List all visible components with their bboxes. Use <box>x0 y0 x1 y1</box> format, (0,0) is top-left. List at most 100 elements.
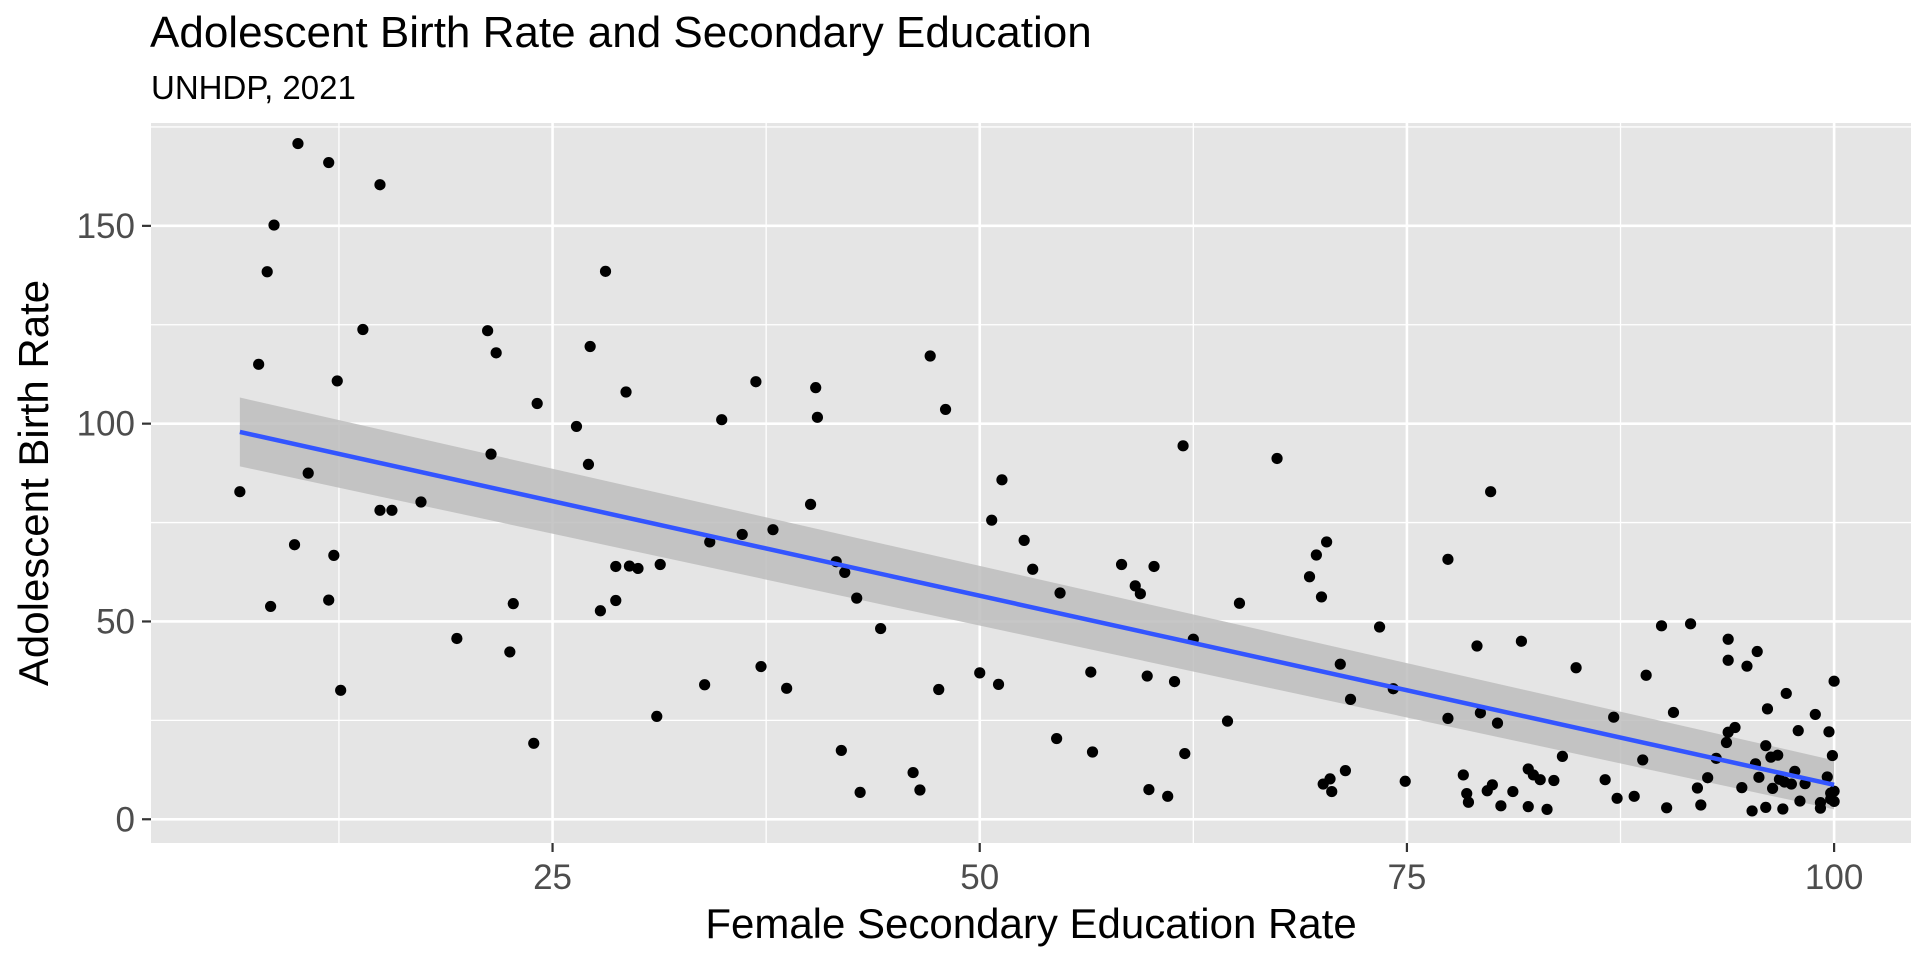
data-point <box>1085 666 1097 678</box>
data-point <box>1054 587 1066 599</box>
data-point <box>1221 715 1234 727</box>
data-point <box>1373 621 1386 633</box>
data-point <box>261 266 273 278</box>
data-point <box>1772 749 1784 761</box>
data-point <box>933 683 945 696</box>
data-point <box>1736 782 1748 794</box>
data-point <box>1570 662 1582 674</box>
data-point <box>1168 675 1181 688</box>
data-point <box>632 562 644 575</box>
data-point <box>357 323 369 336</box>
data-point <box>323 594 335 606</box>
data-point <box>1761 703 1774 715</box>
data-point <box>1760 801 1772 813</box>
data-point <box>1495 800 1507 812</box>
data-point <box>1115 558 1128 571</box>
data-point <box>1637 754 1649 766</box>
data-point <box>1753 771 1765 783</box>
data-point <box>623 560 636 572</box>
data-point <box>234 486 246 498</box>
data-point <box>1828 785 1840 797</box>
data-point <box>1148 560 1160 573</box>
data-point <box>620 386 632 398</box>
data-point <box>1751 645 1763 658</box>
data-point <box>1541 803 1553 815</box>
data-point <box>1722 633 1734 645</box>
y-tick-label: 0 <box>116 800 135 839</box>
data-point <box>374 179 386 191</box>
data-point <box>1324 773 1336 785</box>
data-point <box>531 397 543 410</box>
data-point <box>907 766 919 779</box>
y-tick-label: 50 <box>96 602 135 641</box>
data-point <box>265 600 277 613</box>
data-point <box>1442 553 1454 565</box>
data-point <box>1729 721 1741 734</box>
data-point <box>1485 486 1497 498</box>
data-point <box>482 325 494 337</box>
confidence-band <box>239 397 1835 810</box>
data-point <box>1233 597 1246 609</box>
data-point <box>1611 792 1623 804</box>
data-point <box>1143 783 1155 796</box>
data-point <box>750 376 762 388</box>
data-point <box>1515 635 1528 647</box>
data-point <box>1599 774 1611 786</box>
data-point <box>1086 746 1099 758</box>
data-point <box>610 594 622 607</box>
data-point <box>1661 802 1673 814</box>
data-point <box>1809 708 1821 721</box>
data-point <box>1691 782 1704 794</box>
data-point <box>1720 736 1733 749</box>
data-point <box>415 496 427 508</box>
data-point <box>328 549 340 561</box>
data-point <box>1695 799 1707 811</box>
data-point <box>939 403 952 416</box>
confidence-band-layer <box>239 397 1835 810</box>
data-point <box>992 678 1005 690</box>
data-point <box>582 458 595 471</box>
data-point <box>1162 790 1174 802</box>
data-point <box>1667 706 1680 719</box>
data-point <box>288 539 301 551</box>
data-point <box>1321 536 1333 548</box>
data-point <box>1474 707 1486 719</box>
data-point <box>268 219 280 231</box>
x-axis-title: Female Secondary Education Rate <box>705 900 1356 947</box>
data-point <box>755 660 767 673</box>
data-point <box>1628 790 1640 802</box>
data-point <box>1826 749 1838 762</box>
data-point <box>1785 778 1797 790</box>
data-point <box>1823 726 1835 738</box>
data-point <box>1141 670 1153 682</box>
chart-subtitle: UNHDP, 2021 <box>151 69 356 106</box>
data-point <box>1457 769 1469 781</box>
data-point <box>1471 640 1483 652</box>
x-tick-label: 100 <box>1805 858 1863 897</box>
data-point <box>835 744 847 757</box>
x-tick-label: 25 <box>533 858 572 897</box>
data-point <box>1462 796 1475 808</box>
data-point <box>1608 711 1620 723</box>
data-point <box>1129 580 1141 592</box>
data-point <box>1399 775 1411 787</box>
data-point <box>810 382 822 394</box>
data-point <box>851 592 863 604</box>
data-point <box>292 137 304 150</box>
y-axis-title: Adolescent Birth Rate <box>10 280 57 686</box>
data-point <box>699 679 711 691</box>
data-point <box>610 560 622 573</box>
x-tick-label: 75 <box>1387 858 1426 897</box>
chart-title: Adolescent Birth Rate and Secondary Educ… <box>150 8 1092 57</box>
data-point <box>1548 774 1560 787</box>
data-point <box>331 375 343 387</box>
data-point <box>570 420 583 433</box>
data-point <box>1018 534 1030 546</box>
data-point <box>875 622 887 635</box>
data-point <box>1828 675 1840 687</box>
data-point <box>1741 660 1753 672</box>
data-point <box>1491 717 1504 729</box>
data-point <box>854 786 866 798</box>
data-point <box>839 566 851 579</box>
